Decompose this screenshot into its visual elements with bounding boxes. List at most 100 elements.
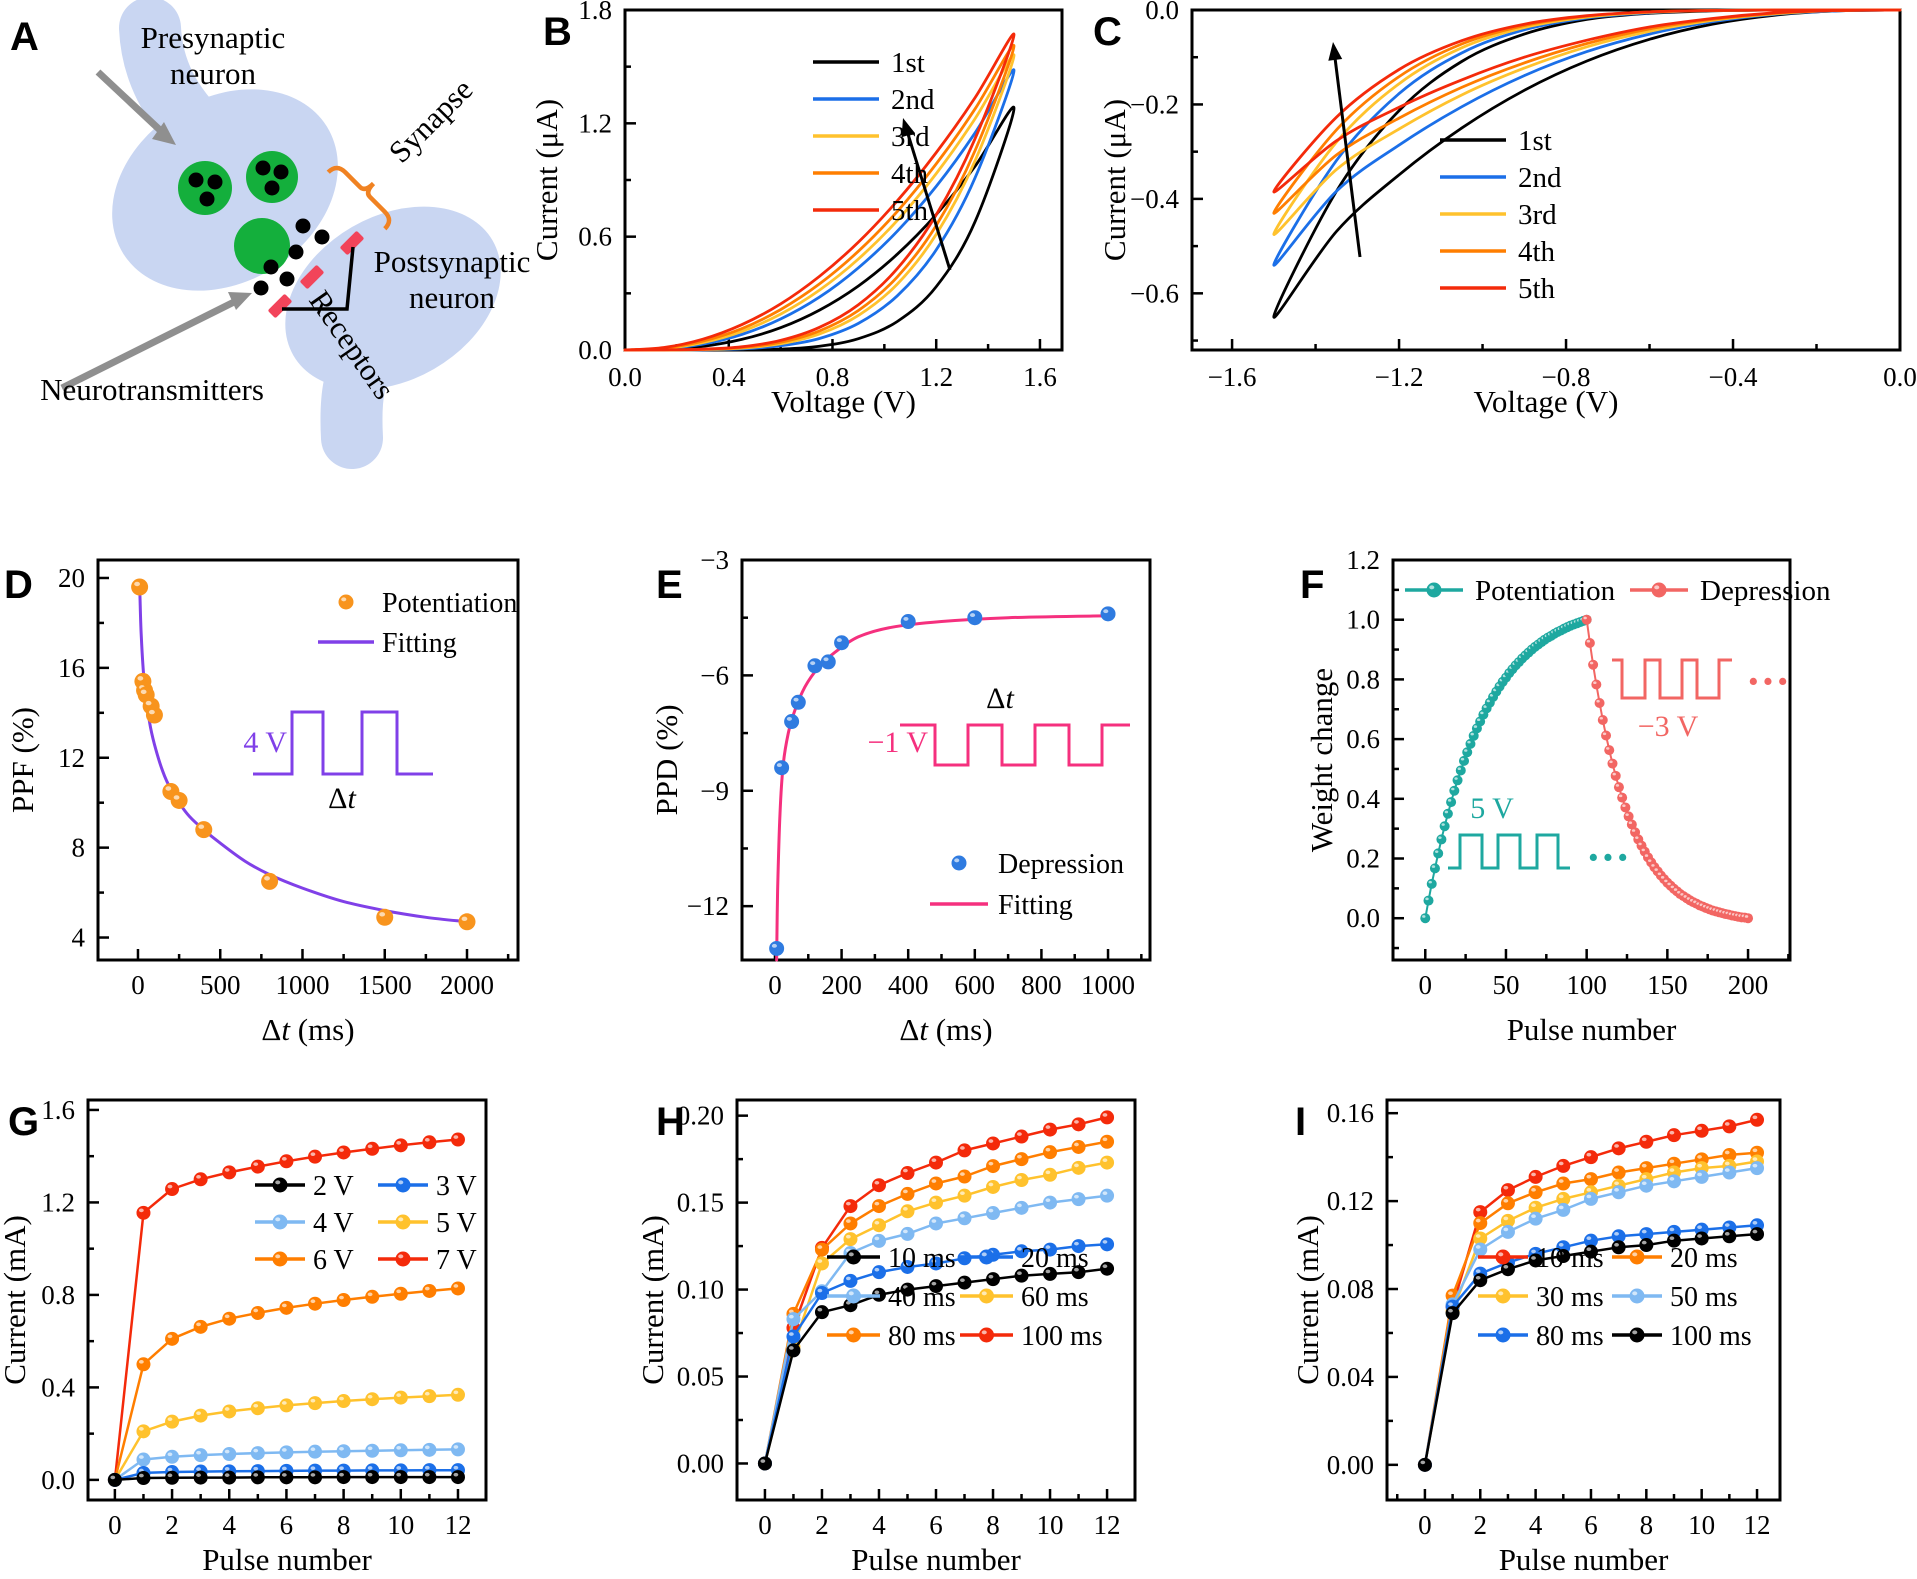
legend-label: 5th — [1518, 273, 1556, 305]
legend-label: 50 ms — [1670, 1282, 1738, 1313]
synapse-diagram: A — [10, 0, 530, 469]
legend-label: Depression — [998, 849, 1124, 880]
legend-label: Potentiation — [382, 588, 517, 619]
series-5th — [623, 32, 1016, 352]
receptor-shapes — [268, 231, 364, 318]
y-tick-label: −0.6 — [1130, 278, 1179, 308]
legend: 2 V 3 V 4 V 5 V 6 V 7 V — [255, 1171, 477, 1276]
y-tick-label: −6 — [700, 660, 729, 690]
legend-label: Fitting — [998, 890, 1073, 921]
legend-label: 1st — [1518, 125, 1552, 157]
legend-label: 1st — [891, 47, 925, 79]
y-tick-label: −3 — [700, 545, 729, 575]
neurotransmitters-label: Neurotransmitters — [40, 372, 264, 407]
series-10-ms — [757, 1261, 1115, 1471]
pulse-train-inset: −3 V ··· — [1612, 657, 1790, 743]
y-axis-title: Weight change — [1304, 668, 1339, 852]
y-tick-label: 1.2 — [41, 1187, 75, 1217]
x-tick-label: 1.6 — [1023, 362, 1057, 392]
pulse-train-inset: −1 V Δt — [867, 682, 1130, 767]
legend-item: 80 ms — [827, 1321, 956, 1352]
x-tick-label: 12 — [444, 1510, 471, 1540]
vesicle-shape — [234, 218, 290, 274]
y-tick-label: 4 — [72, 923, 86, 953]
y-tick-label: 0.4 — [41, 1372, 75, 1402]
chart-panel-i: I 0 2 4 6 8 10 12 0.00 0.04 0.08 0.12 0.16 Pulse numb… — [1290, 1098, 1782, 1577]
x-tick-label: 0.4 — [712, 362, 746, 392]
plot-frame — [96, 558, 520, 962]
legend-item: Depression — [1630, 575, 1831, 607]
y-tick-label: 0.04 — [1327, 1362, 1375, 1392]
axis-ticks — [1393, 558, 1790, 960]
arrow-to-neurotransmitters-icon — [60, 292, 252, 392]
series-potentiation — [1420, 614, 1592, 924]
legend-item: 4th — [813, 158, 929, 190]
x-tick-label: 12 — [1744, 1510, 1771, 1540]
x-tick-label: 0 — [1419, 970, 1433, 1000]
legend-label: 3rd — [891, 121, 930, 153]
legend-item: 20 ms — [960, 1243, 1089, 1274]
legend-item: 20 ms — [1612, 1243, 1738, 1274]
y-tick-label: 1.2 — [578, 108, 612, 138]
legend-label: 20 ms — [1021, 1243, 1089, 1274]
cycle-direction-arrow-icon — [901, 118, 952, 271]
legend-label: 60 ms — [1021, 1282, 1089, 1313]
x-tick-label: 2 — [815, 1510, 829, 1540]
legend-item: 2nd — [1440, 162, 1562, 194]
legend-label: 100 ms — [1021, 1321, 1103, 1352]
x-tick-label: 0.8 — [816, 362, 850, 392]
x-tick-label: 4 — [872, 1510, 886, 1540]
cycle-direction-arrow-icon — [1328, 42, 1362, 258]
x-axis-title: Pulse number — [1499, 1542, 1669, 1577]
vesicle-neurotransmitter-dots — [188, 160, 289, 207]
y-tick-label: 16 — [58, 653, 85, 683]
y-tick-label: 0.00 — [1327, 1450, 1374, 1480]
plot-frame — [1190, 8, 1902, 352]
vesicle-shape — [178, 161, 232, 215]
series-4th — [623, 44, 1016, 352]
legend: 1st 2nd 3rd 4th 5th — [813, 47, 935, 227]
x-tick-label: 10 — [387, 1510, 414, 1540]
series-5th — [1272, 8, 1902, 194]
y-axis-title: Current (mA) — [0, 1215, 32, 1385]
legend-label: 30 ms — [1536, 1282, 1604, 1313]
legend-item: 1st — [813, 47, 925, 79]
legend-item: 2nd — [813, 84, 935, 116]
legend-label: 3rd — [1518, 199, 1557, 231]
x-tick-label: −1.2 — [1375, 362, 1424, 392]
series-50-ms — [1417, 1161, 1765, 1472]
panel-letter-b: B — [543, 10, 572, 54]
y-tick-label: 1.6 — [41, 1095, 75, 1125]
receptor-pointer-line — [282, 246, 355, 311]
panel-letter-h: H — [656, 1100, 685, 1144]
x-tick-label: 200 — [1728, 970, 1769, 1000]
legend-item: 60 ms — [960, 1282, 1089, 1313]
legend-label: 80 ms — [1536, 1321, 1604, 1352]
legend-item: Depression — [951, 849, 1124, 880]
synapse-label: Synapse — [382, 72, 480, 170]
x-axis-title: Pulse number — [202, 1542, 372, 1577]
legend-label: 10 ms — [1536, 1243, 1604, 1274]
x-tick-label: 400 — [888, 970, 929, 1000]
plot-frame — [740, 558, 1152, 962]
x-tick-label: 12 — [1094, 1510, 1121, 1540]
legend-label: 10 ms — [888, 1243, 956, 1274]
x-tick-label: 2 — [1474, 1510, 1488, 1540]
inset-label: −1 V — [867, 726, 928, 759]
legend-item: 50 ms — [1612, 1282, 1738, 1313]
y-tick-label: 0.8 — [1346, 664, 1380, 694]
inset-label: 5 V — [1470, 792, 1514, 825]
y-tick-label: 0.10 — [677, 1275, 724, 1305]
axis-ticks — [88, 1108, 460, 1500]
legend-item: 40 ms — [827, 1282, 956, 1313]
legend-label: Potentiation — [1475, 575, 1616, 607]
x-tick-label: 6 — [929, 1510, 943, 1540]
synapse-bracket-icon — [326, 165, 392, 231]
x-tick-label: 0 — [108, 1510, 122, 1540]
y-tick-label: 1.0 — [1346, 605, 1380, 635]
legend-item: 2 V — [255, 1171, 354, 1202]
legend-item: 3rd — [813, 121, 930, 153]
postsynaptic-neuron-label-line2: neuron — [409, 280, 496, 315]
legend-label: 40 ms — [888, 1282, 956, 1313]
